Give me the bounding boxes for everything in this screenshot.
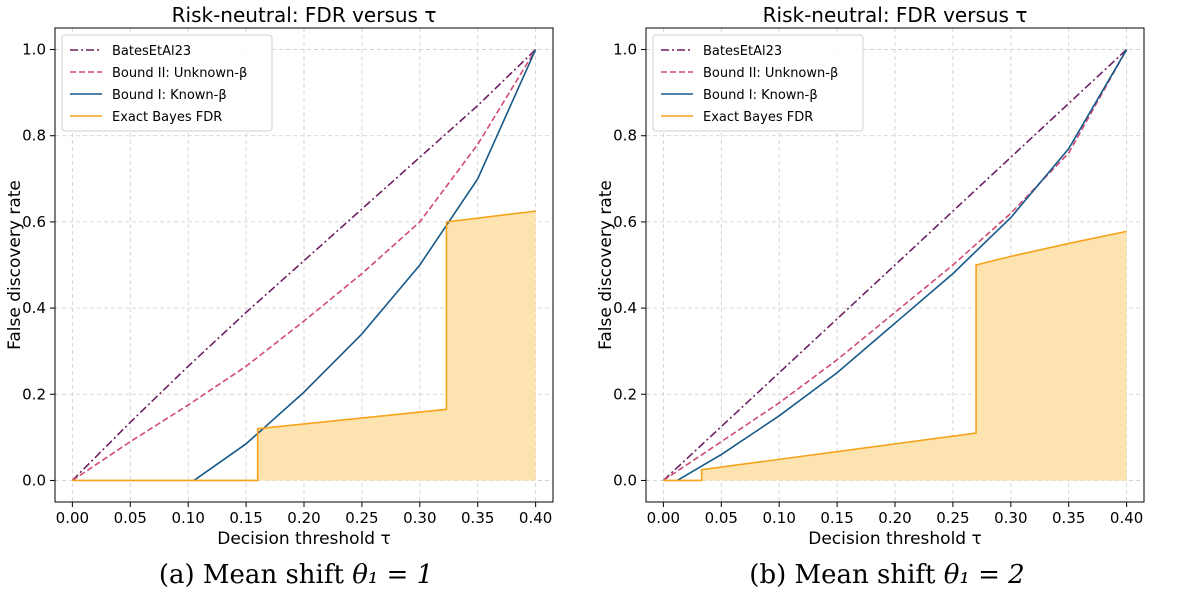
series-line-2 (193, 49, 537, 482)
x-axis-label: Decision threshold τ (217, 529, 390, 549)
x-tick-label-5: 0.25 (936, 509, 969, 527)
x-axis-label: Decision threshold τ (808, 529, 981, 549)
y-tick-label-3: 0.6 (22, 213, 46, 231)
x-tick-label-8: 0.40 (1110, 509, 1143, 527)
series-line-0 (71, 48, 537, 482)
panel-b: 0.00 0.05 0.10 0.15 0.20 0.25 0.30 0.35 0.40 0.0 0… (591, 0, 1183, 600)
chart-b: 0.00 0.05 0.10 0.15 0.20 0.25 0.30 0.35 0.40 0.0 0… (596, 3, 1145, 549)
y-tick-label-5: 1.0 (613, 41, 637, 59)
x-tick-label-0: 0.00 (56, 509, 89, 527)
caption-a: (a) Mean shift θ₁ = 1 (0, 560, 592, 590)
legend-label-2: Bound I: Known-β (703, 88, 818, 103)
caption-b: (b) Mean shift θ₁ = 2 (591, 560, 1183, 590)
series-line-1 (662, 49, 1128, 482)
caption-a-prefix: (a) Mean shift (158, 560, 353, 590)
chart-title: Risk-neutral: FDR versus τ (763, 3, 1028, 27)
series-fill-3 (72, 211, 536, 481)
x-tick-label-7: 0.35 (461, 509, 494, 527)
legend-label-2: Bound I: Known-β (112, 88, 227, 103)
chart-a: 0.00 0.05 0.10 0.15 0.20 0.25 0.30 0.35 0.40 0.0 0… (5, 3, 554, 549)
series-line-2 (676, 49, 1128, 482)
x-tick-label-0: 0.00 (647, 509, 680, 527)
legend-label-1: Bound II: Unknown-β (112, 66, 247, 81)
x-tick-label-4: 0.20 (287, 509, 320, 527)
y-tick-label-5: 1.0 (22, 41, 46, 59)
chart-title: Risk-neutral: FDR versus τ (172, 3, 437, 27)
series-line-0 (662, 48, 1128, 482)
x-tick-label-4: 0.20 (878, 509, 911, 527)
series-line-3 (663, 230, 1127, 482)
y-tick-label-3: 0.6 (613, 213, 637, 231)
x-tick-label-2: 0.10 (171, 509, 204, 527)
x-tick-label-2: 0.10 (762, 509, 795, 527)
x-tick-label-5: 0.25 (345, 509, 378, 527)
legend-label-3: Exact Bayes FDR (112, 110, 222, 125)
caption-a-math: θ₁ = 1 (352, 560, 434, 590)
x-tick-label-6: 0.30 (994, 509, 1027, 527)
x-tick-label-3: 0.15 (229, 509, 262, 527)
y-tick-label-0: 0.0 (613, 471, 637, 489)
y-tick-label-0: 0.0 (22, 471, 46, 489)
series-line-1 (71, 49, 537, 482)
caption-b-prefix: (b) Mean shift (749, 560, 944, 590)
series-line-3 (72, 210, 536, 482)
x-tick-label-8: 0.40 (519, 509, 552, 527)
x-tick-label-6: 0.30 (403, 509, 436, 527)
y-tick-label-1: 0.2 (22, 385, 46, 403)
legend-label-1: Bound II: Unknown-β (703, 66, 838, 81)
y-tick-label-2: 0.4 (613, 299, 637, 317)
x-tick-label-3: 0.15 (820, 509, 853, 527)
y-axis-label: False discovery rate (596, 180, 616, 350)
legend-label-0: BatesEtAl23 (703, 44, 782, 59)
legend-box (61, 34, 273, 132)
x-tick-label-1: 0.05 (705, 509, 738, 527)
legend-label-3: Exact Bayes FDR (703, 110, 813, 125)
caption-b-math: θ₁ = 2 (943, 560, 1025, 590)
y-tick-label-1: 0.2 (613, 385, 637, 403)
y-tick-label-4: 0.8 (613, 127, 637, 145)
y-axis-label: False discovery rate (5, 180, 25, 350)
x-tick-label-1: 0.05 (114, 509, 147, 527)
y-tick-label-4: 0.8 (22, 127, 46, 145)
series-fill-3 (663, 231, 1127, 481)
legend-box (652, 34, 864, 132)
panel-a: 0.00 0.05 0.10 0.15 0.20 0.25 0.30 0.35 0.40 0.0 0… (0, 3, 592, 590)
y-tick-label-2: 0.4 (22, 299, 46, 317)
legend-label-0: BatesEtAl23 (112, 44, 191, 59)
x-tick-label-7: 0.35 (1052, 509, 1085, 527)
